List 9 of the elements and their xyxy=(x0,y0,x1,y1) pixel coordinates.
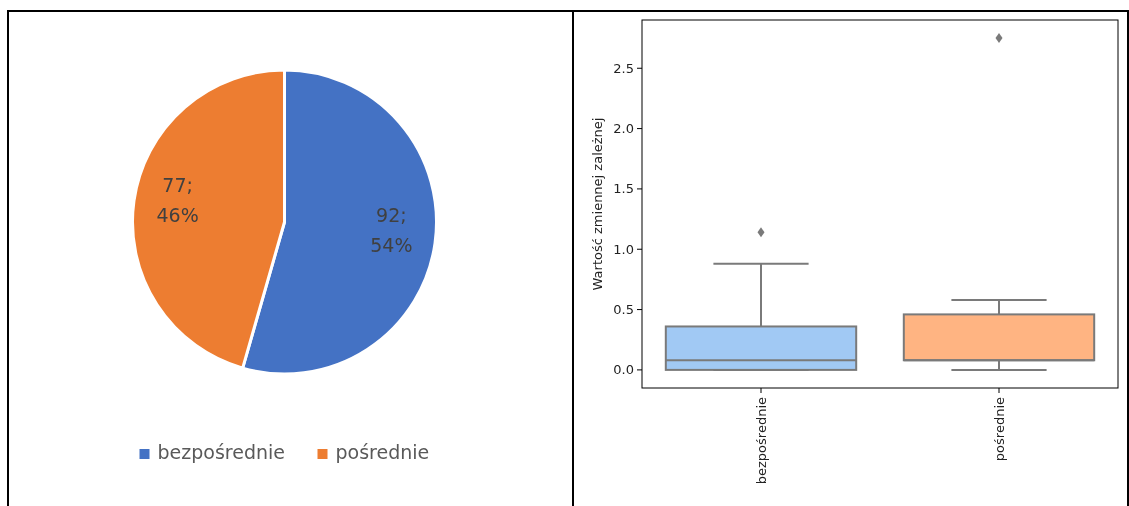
y-tick-label: 0.5 xyxy=(613,302,634,318)
y-tick-label: 2.5 xyxy=(613,60,634,76)
y-tick-label: 2.0 xyxy=(613,121,634,137)
y-axis-title: Wartość zmiennej zależnej xyxy=(590,117,605,291)
data-label: 92; 54% xyxy=(370,204,413,256)
y-tick-label: 1.5 xyxy=(613,181,634,197)
data-label: 77; 46% xyxy=(156,174,199,226)
y-tick-label: 0.0 xyxy=(613,362,634,378)
y-tick-label: 1.0 xyxy=(613,241,634,257)
